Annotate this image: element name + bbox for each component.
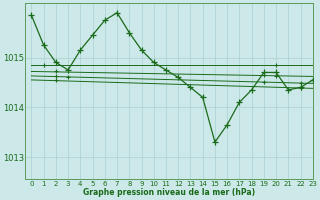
X-axis label: Graphe pression niveau de la mer (hPa): Graphe pression niveau de la mer (hPa) xyxy=(83,188,255,197)
